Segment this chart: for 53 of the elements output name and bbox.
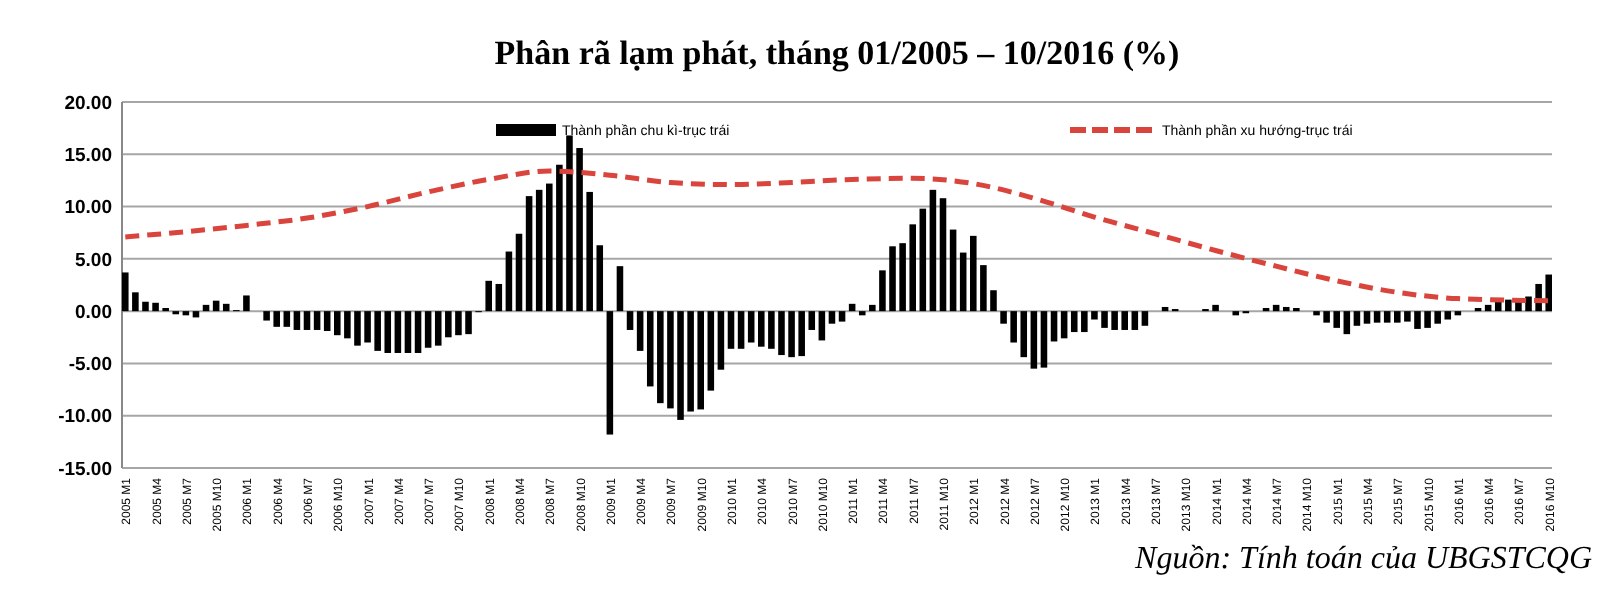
bar <box>919 208 927 312</box>
bar <box>535 189 543 312</box>
bar <box>707 311 715 391</box>
y-tick-label: 0.00 <box>75 301 112 324</box>
bar <box>959 252 967 312</box>
bar <box>495 283 503 312</box>
y-tick-label: 5.00 <box>75 249 112 272</box>
bar <box>1343 311 1351 335</box>
bar <box>606 311 614 435</box>
bar <box>414 311 422 353</box>
bar <box>515 233 523 312</box>
bar <box>1131 311 1139 330</box>
bar <box>1040 311 1048 368</box>
bar <box>1363 311 1371 324</box>
bar <box>949 229 957 312</box>
bar <box>1373 311 1381 323</box>
chart-title: Phân rã lạm phát, tháng 01/2005 – 10/2016 (%) <box>494 34 1180 72</box>
text: Nguồn: Tính toán của UBGSTCQG <box>1133 542 1593 576</box>
bar <box>404 311 412 353</box>
bar <box>505 251 513 312</box>
bar <box>424 311 432 348</box>
bar <box>1383 311 1391 323</box>
bar <box>717 311 725 370</box>
bar <box>293 311 301 330</box>
bar <box>616 266 624 312</box>
y-tick-label: -15.00 <box>58 458 112 481</box>
bar <box>485 280 492 312</box>
bar <box>1050 311 1058 342</box>
bar <box>313 311 321 330</box>
y-tick-label: 20.00 <box>64 92 112 115</box>
bar <box>929 189 937 312</box>
bar <box>1060 311 1068 339</box>
bar <box>828 311 836 324</box>
y-tick-label: -10.00 <box>58 406 112 429</box>
bar <box>1353 311 1361 326</box>
bar <box>727 311 735 349</box>
bar <box>636 311 644 351</box>
bar <box>323 311 331 332</box>
bar <box>737 311 745 349</box>
bar <box>818 311 826 341</box>
bar <box>747 311 755 343</box>
bar <box>838 311 846 322</box>
bar <box>626 311 634 330</box>
bar <box>394 311 402 353</box>
y-tick-label: 10.00 <box>64 197 112 220</box>
y-tick-label: 15.00 <box>64 144 112 167</box>
bar <box>1141 311 1149 326</box>
bar <box>303 311 311 330</box>
bar <box>1030 311 1038 369</box>
bar <box>525 196 533 312</box>
y-tick-label: -5.00 <box>68 354 112 377</box>
bar <box>939 198 947 312</box>
bar <box>283 311 291 327</box>
